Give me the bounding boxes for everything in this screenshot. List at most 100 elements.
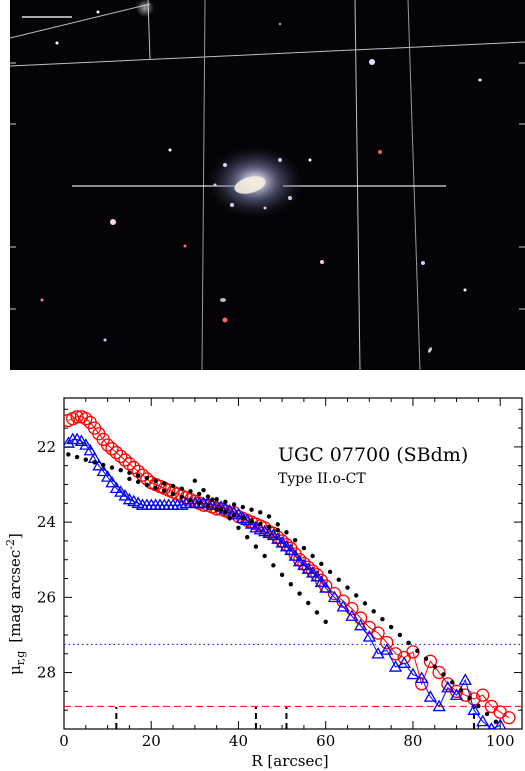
g-band-point [118,488,132,501]
g-band-point [441,680,455,693]
fit-point [179,486,184,491]
r-band-point [353,611,368,625]
r-band-point [345,601,359,616]
fit-point [101,462,106,468]
y-axis-label: μr,g[mag arcsec-2] [4,533,27,675]
g-band-point [345,609,359,621]
fit-point [345,585,350,590]
fit_inner-point [153,485,158,491]
fit-point [493,719,499,725]
fit-point [336,577,341,582]
r-band-point [380,635,394,650]
g-band-point [306,566,320,578]
chart-title: UGC 07700 (SBdm) [278,444,468,466]
fit-point [415,648,420,653]
r-band-point [127,460,141,475]
g-band-point [432,699,446,712]
fit-point [127,470,132,476]
fit-point [92,460,97,465]
g-band-point [244,517,259,529]
fit_inner-point [240,515,246,521]
fit-point [301,545,307,551]
fit-point [118,468,123,473]
fit-point [423,656,429,661]
g-band-point [175,498,189,510]
fit-point [170,483,176,489]
fit_outer-point [297,591,302,596]
g-band-point [494,718,507,729]
g-band-point [114,485,128,497]
r-band-point [105,442,119,456]
fit-point [362,601,368,606]
g-band-point [271,532,285,544]
fit_inner-point [205,503,211,509]
g-band-point [467,703,481,715]
fit-point [310,553,315,559]
fit_outer-point [288,581,294,587]
g-band-point [458,673,472,685]
g-band-point [292,554,307,567]
fit-point [214,496,219,502]
fit_outer-point [262,553,267,559]
fit_outer-point [253,544,259,549]
fit-point [109,465,115,470]
r-band-point [432,665,446,680]
g-band-point [423,690,438,702]
fit-point [74,454,80,460]
fit-point [284,530,289,535]
fit_outer-point [245,534,250,540]
x-axis-label: R [arcsec] [251,752,328,770]
g-band-point [301,562,315,574]
g-band-point [310,569,324,582]
y-tick-label: 24 [37,513,56,531]
x-tick-label: 20 [142,732,161,750]
fit-point [432,664,437,669]
g-band-point [83,443,97,456]
g-band-point [109,481,123,494]
fit-point [397,632,403,638]
fit_outer-point [279,572,285,577]
g-band-point [388,660,403,672]
r-band-point [441,677,455,691]
g-band-point [297,558,311,571]
fit_inner-point [214,506,219,512]
fit-point [380,616,385,622]
g-band-point [79,438,93,450]
g-band-point [415,671,429,683]
g-band-point [487,722,496,729]
fit_inner-point [144,482,150,488]
fit_inner-point [188,497,193,503]
g-band-point [353,618,368,631]
y-tick-label: 22 [37,438,56,456]
y-tick-label: 26 [37,588,56,606]
g-band-point [275,536,289,548]
galaxy [207,146,303,218]
g-band-point [319,581,333,593]
g-band-point [100,470,115,482]
r-band-point [109,445,123,460]
fit-point [319,561,324,567]
fit_inner-point [231,512,237,518]
r-band-point [371,626,385,640]
fit-point [450,680,455,685]
fit-point [66,452,71,457]
fit_inner-point [170,491,176,497]
r-band-point [70,410,84,424]
y-tick-label: 28 [37,664,56,682]
fit_inner-point [162,488,167,494]
fit-point [484,711,490,717]
fit_outer-point [210,497,215,502]
fit_outer-point [271,563,276,568]
fit_outer-point [236,525,241,530]
r-band-point [423,654,438,668]
fit-point [162,481,167,486]
x-tick-label: 80 [403,732,422,750]
fit-point [144,475,150,481]
g-band-point [449,688,464,700]
g-band-point [314,575,328,588]
r-band-point [100,438,115,452]
fit_inner-point [197,500,202,506]
fit_inner-point [179,494,184,500]
fit-point [388,624,394,630]
g-band-point [96,464,110,477]
